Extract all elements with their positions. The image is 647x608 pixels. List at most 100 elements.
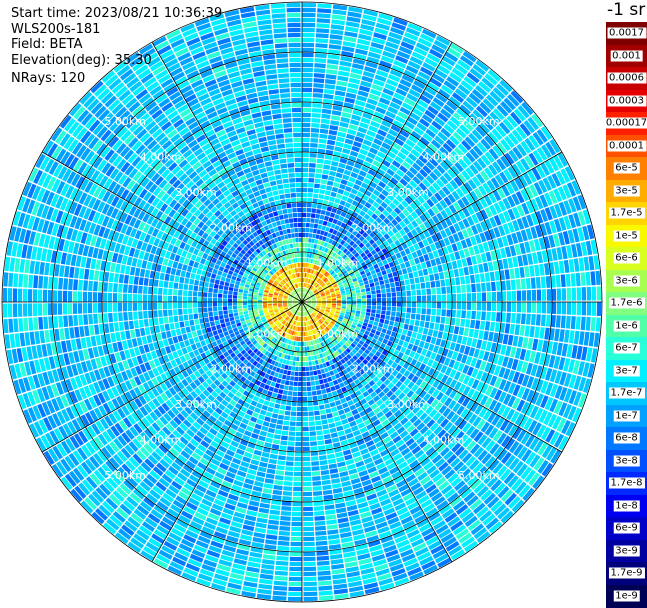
data-gate (276, 465, 284, 470)
data-gate (258, 589, 272, 595)
data-gate (394, 322, 399, 327)
data-gate (272, 377, 277, 382)
data-gate (253, 428, 260, 434)
data-gate (279, 445, 286, 450)
data-gate (507, 302, 511, 312)
data-gate (308, 411, 314, 416)
data-gate (304, 258, 306, 262)
data-gate (496, 281, 501, 291)
data-gate (295, 367, 299, 371)
data-gate (325, 444, 333, 449)
data-gate (340, 532, 352, 538)
data-gate (302, 13, 316, 18)
data-gate (323, 429, 330, 434)
data-gate (329, 463, 338, 469)
data-gate (302, 243, 305, 247)
data-gate (466, 337, 472, 346)
data-gate (336, 137, 345, 143)
data-gate (322, 485, 331, 490)
data-gate (318, 225, 323, 230)
data-gate (289, 381, 293, 386)
data-gate (283, 390, 288, 395)
data-gate (278, 455, 286, 460)
data-gate (337, 132, 346, 138)
data-gate (577, 302, 582, 315)
data-gate (277, 394, 282, 399)
data-gate (309, 228, 313, 233)
data-gate (410, 278, 415, 284)
data-gate (332, 9, 346, 15)
data-gate (516, 313, 521, 324)
data-gate (297, 352, 300, 356)
data-gate (196, 342, 202, 348)
data-gate (302, 68, 313, 73)
data-gate (421, 283, 426, 289)
data-gate (302, 352, 305, 356)
data-gate (362, 302, 366, 305)
data-gate (312, 108, 321, 113)
data-gate (309, 168, 316, 173)
data-gate (303, 452, 310, 456)
data-gate (302, 8, 316, 13)
data-gate (283, 370, 287, 375)
data-gate (366, 309, 371, 313)
data-gate (416, 290, 421, 296)
data-gate (276, 556, 288, 561)
data-gate (304, 342, 306, 346)
data-gate (462, 293, 466, 301)
data-gate (532, 290, 537, 301)
data-gate (377, 272, 382, 277)
data-gate (370, 283, 375, 287)
data-gate (283, 421, 289, 426)
data-gate (522, 302, 526, 313)
data-gate (313, 496, 323, 501)
data-gate (302, 168, 308, 172)
data-gate (302, 3, 316, 8)
data-gate (288, 441, 295, 446)
data-gate (311, 239, 315, 244)
data-gate (337, 461, 346, 467)
data-gate (298, 392, 302, 396)
data-gate (321, 119, 330, 124)
data-gate (327, 140, 335, 146)
data-gate (326, 145, 334, 150)
data-gate (571, 273, 576, 286)
data-gate (400, 263, 406, 269)
data-gate (402, 302, 406, 307)
data-gate (303, 532, 314, 537)
data-gate (402, 268, 407, 274)
data-gate (423, 254, 429, 261)
data-gate (485, 321, 490, 330)
data-gate (263, 554, 276, 560)
data-gate (312, 361, 316, 366)
data-gate (296, 337, 298, 341)
data-gate (319, 139, 327, 144)
data-gate (303, 487, 312, 492)
data-gate (278, 536, 290, 541)
data-gate (395, 317, 400, 322)
data-gate (357, 302, 361, 305)
data-gate (322, 205, 327, 210)
data-gate (309, 366, 313, 371)
data-gate (302, 228, 306, 232)
data-gate (365, 284, 370, 288)
data-gate (282, 431, 289, 436)
data-gate (328, 176, 335, 182)
data-gate (377, 298, 381, 302)
data-gate (335, 384, 341, 390)
data-gate (274, 576, 287, 581)
data-gate (311, 386, 316, 391)
data-gate (296, 357, 299, 361)
data-gate (424, 342, 430, 349)
data-gate (302, 372, 306, 376)
data-gate (319, 379, 324, 384)
data-gate (265, 437, 273, 443)
data-gate (294, 472, 302, 476)
data-gate (581, 317, 586, 331)
data-gate (477, 293, 481, 302)
data-gate (280, 521, 291, 526)
data-gate (303, 507, 313, 512)
data-gate (321, 179, 327, 184)
data-gate (478, 330, 484, 339)
